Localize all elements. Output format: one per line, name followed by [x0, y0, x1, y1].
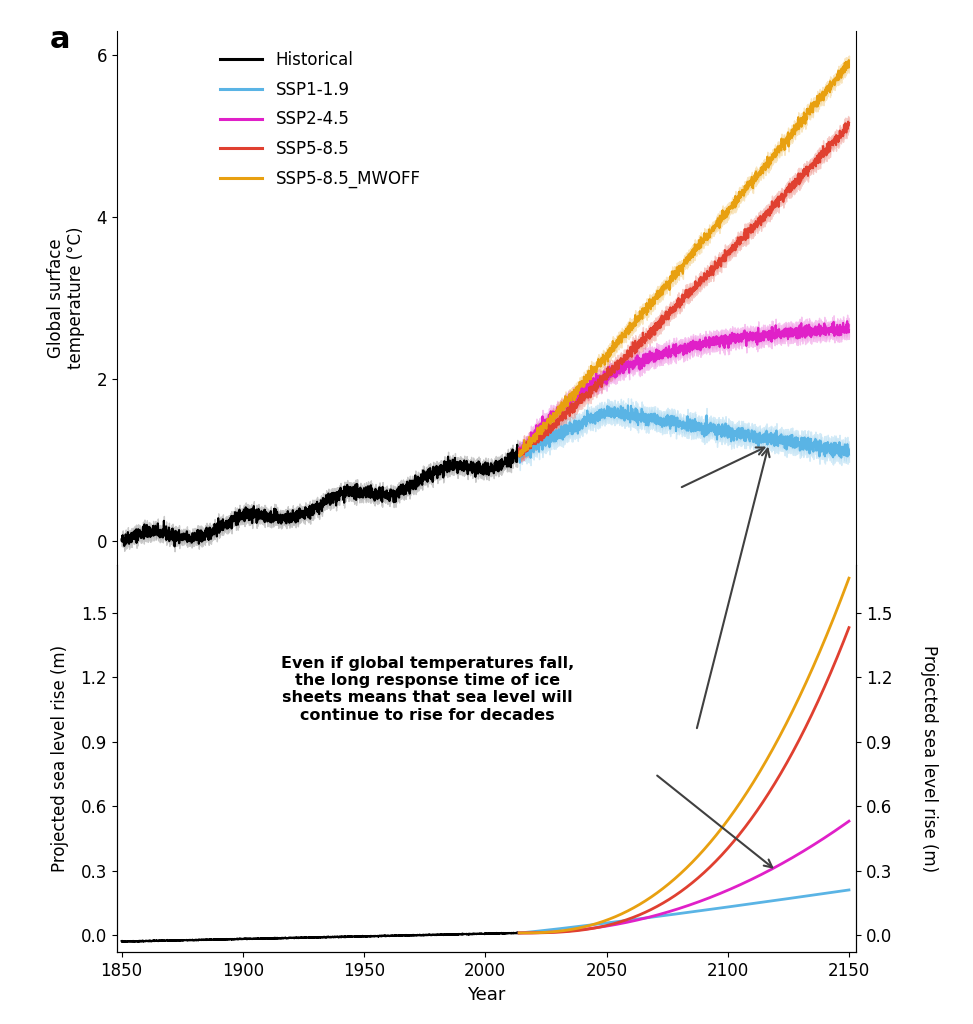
Y-axis label: Global surface
temperature (°C): Global surface temperature (°C) — [47, 226, 86, 370]
Text: Even if global temperatures fall,
the long response time of ice
sheets means tha: Even if global temperatures fall, the lo… — [281, 655, 574, 723]
Legend: Historical, SSP1-1.9, SSP2-4.5, SSP5-8.5, SSP5-8.5_MWOFF: Historical, SSP1-1.9, SSP2-4.5, SSP5-8.5… — [214, 44, 427, 195]
X-axis label: Year: Year — [467, 985, 506, 1004]
Y-axis label: Projected sea level rise (m): Projected sea level rise (m) — [52, 645, 69, 872]
Y-axis label: Projected sea level rise (m): Projected sea level rise (m) — [920, 645, 938, 872]
Text: a: a — [51, 26, 71, 54]
